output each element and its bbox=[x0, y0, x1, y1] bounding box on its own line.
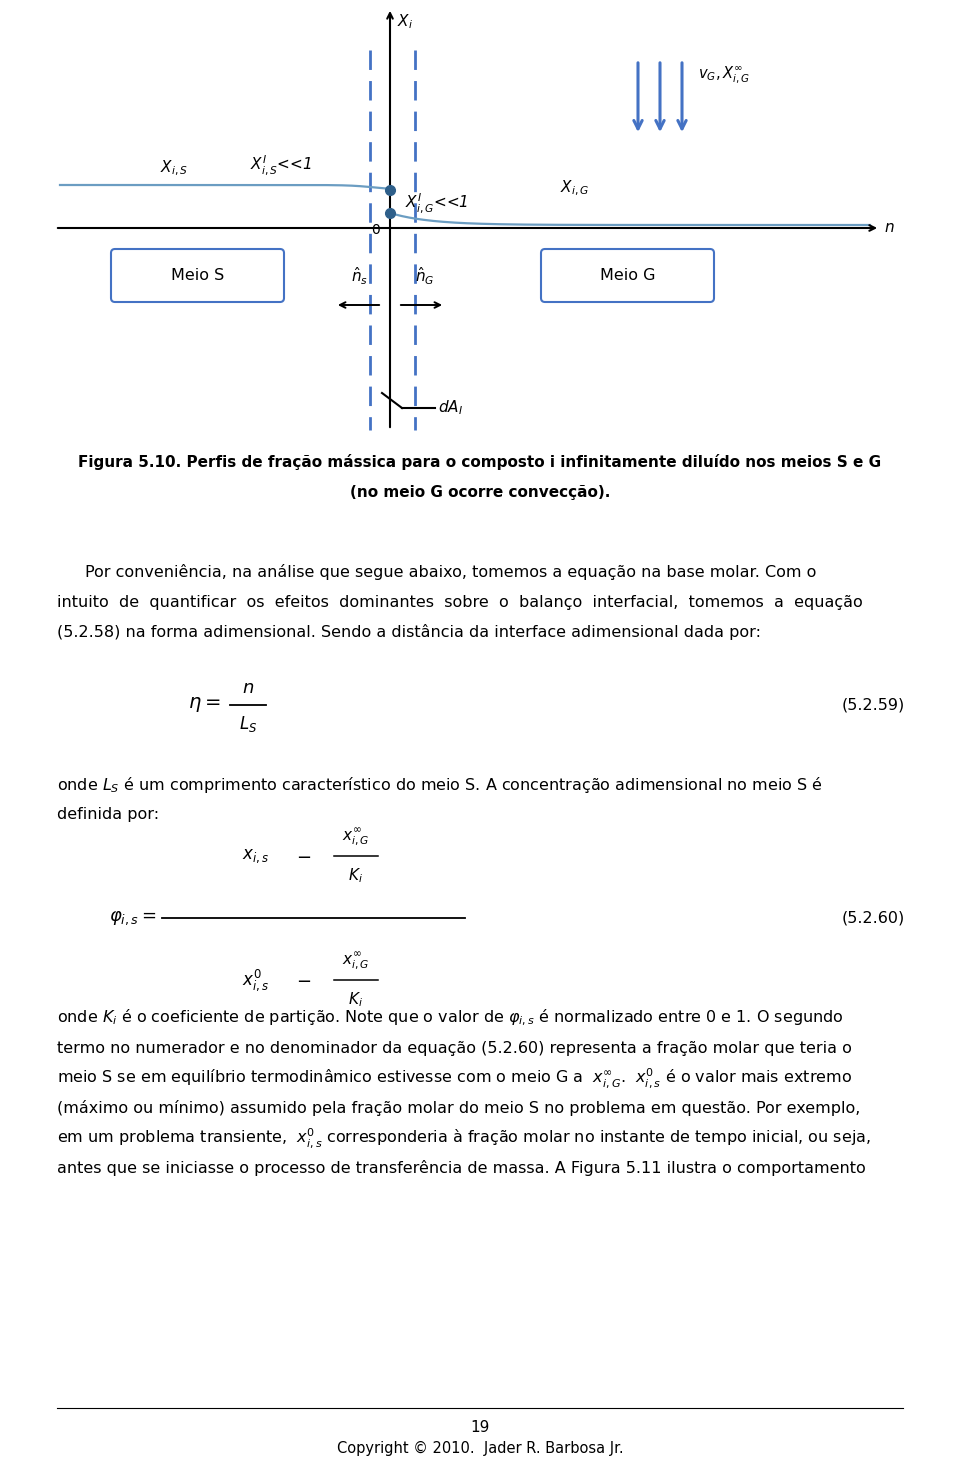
Text: Por conveniência, na análise que segue abaixo, tomemos a equação na base molar. : Por conveniência, na análise que segue a… bbox=[85, 564, 816, 580]
Text: $x^{\infty}_{i,G}$: $x^{\infty}_{i,G}$ bbox=[342, 826, 370, 849]
Text: onde $K_i$ é o coeficiente de partição. Note que o valor de $\varphi_{i,s}$ é no: onde $K_i$ é o coeficiente de partição. … bbox=[57, 1009, 844, 1028]
Text: meio S se em equilíbrio termodinâmico estivesse com o meio G a  $x^{\infty}_{i,G: meio S se em equilíbrio termodinâmico es… bbox=[57, 1066, 852, 1089]
Text: $v_G, X^{\infty}_{i,G}$: $v_G, X^{\infty}_{i,G}$ bbox=[698, 65, 750, 85]
Text: $-$: $-$ bbox=[296, 970, 311, 989]
Text: (5.2.59): (5.2.59) bbox=[842, 697, 905, 712]
Text: 0: 0 bbox=[372, 223, 380, 236]
Text: $x^{\infty}_{i,G}$: $x^{\infty}_{i,G}$ bbox=[342, 951, 370, 973]
Text: onde $L_S$ é um comprimento característico do meio S. A concentração adimensiona: onde $L_S$ é um comprimento característi… bbox=[57, 775, 823, 796]
Text: intuito  de  quantificar  os  efeitos  dominantes  sobre  o  balanço  interfacia: intuito de quantificar os efeitos domina… bbox=[57, 595, 863, 609]
Text: (máximo ou mínimo) assumido pela fração molar do meio S no problema em questão. : (máximo ou mínimo) assumido pela fração … bbox=[57, 1100, 860, 1116]
Text: $\eta=$: $\eta=$ bbox=[188, 696, 221, 715]
Text: definida por:: definida por: bbox=[57, 807, 159, 822]
Text: $n$: $n$ bbox=[242, 680, 254, 697]
Text: antes que se iniciasse o processo de transferência de massa. A Figura 5.11 ilust: antes que se iniciasse o processo de tra… bbox=[57, 1160, 866, 1176]
Text: (5.2.60): (5.2.60) bbox=[842, 910, 905, 925]
Text: termo no numerador e no denominador da equação (5.2.60) representa a fração mola: termo no numerador e no denominador da e… bbox=[57, 1041, 852, 1055]
Text: $\hat{n}_G$: $\hat{n}_G$ bbox=[416, 266, 435, 288]
Text: $X_{i,S}$: $X_{i,S}$ bbox=[160, 159, 188, 178]
Text: $X^I_{i,G}$<<1: $X^I_{i,G}$<<1 bbox=[405, 191, 468, 214]
Text: Copyright © 2010.  Jader R. Barbosa Jr.: Copyright © 2010. Jader R. Barbosa Jr. bbox=[337, 1440, 623, 1455]
Text: $x^0_{i,s}$: $x^0_{i,s}$ bbox=[242, 967, 269, 992]
Text: Meio S: Meio S bbox=[171, 269, 224, 283]
Text: em um problema transiente,  $x^0_{i,s}$ corresponderia à fração molar no instant: em um problema transiente, $x^0_{i,s}$ c… bbox=[57, 1126, 871, 1149]
Text: $X_{i,G}$: $X_{i,G}$ bbox=[560, 178, 589, 198]
Text: (no meio G ocorre convecção).: (no meio G ocorre convecção). bbox=[349, 484, 611, 499]
Text: $L_S$: $L_S$ bbox=[239, 713, 257, 734]
Text: Figura 5.10. Perfis de fração mássica para o composto i infinitamente diluído no: Figura 5.10. Perfis de fração mássica pa… bbox=[79, 454, 881, 470]
Text: Meio G: Meio G bbox=[600, 269, 656, 283]
Text: $\varphi_{i,s}=$: $\varphi_{i,s}=$ bbox=[109, 909, 157, 926]
Text: $X_i$: $X_i$ bbox=[397, 12, 413, 31]
Text: (5.2.58) na forma adimensional. Sendo a distância da interface adimensional dada: (5.2.58) na forma adimensional. Sendo a … bbox=[57, 624, 761, 640]
Text: $X^I_{i,S}$<<1: $X^I_{i,S}$<<1 bbox=[250, 153, 312, 178]
Text: $\hat{n}_s$: $\hat{n}_s$ bbox=[351, 266, 369, 288]
Text: $K_i$: $K_i$ bbox=[348, 991, 363, 1010]
Text: $n$: $n$ bbox=[884, 220, 895, 235]
Text: $-$: $-$ bbox=[296, 847, 311, 865]
Text: $K_i$: $K_i$ bbox=[348, 866, 363, 885]
FancyBboxPatch shape bbox=[541, 250, 714, 302]
Text: $x_{i,s}$: $x_{i,s}$ bbox=[242, 847, 269, 865]
Text: 19: 19 bbox=[470, 1421, 490, 1436]
Text: $dA_I$: $dA_I$ bbox=[438, 399, 463, 417]
FancyBboxPatch shape bbox=[111, 250, 284, 302]
